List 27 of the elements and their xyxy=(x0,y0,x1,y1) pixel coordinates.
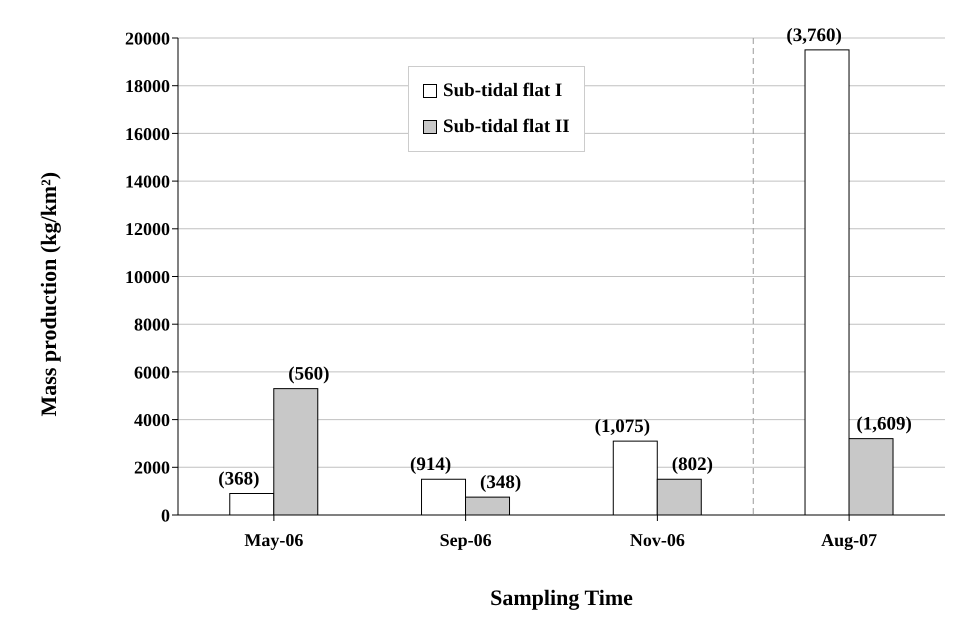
x-tick-label: Aug-07 xyxy=(821,530,878,550)
y-tick-label: 12000 xyxy=(125,219,170,240)
y-tick-label: 6000 xyxy=(134,362,170,382)
annotation: (1,075) xyxy=(594,416,650,438)
annotation: (368) xyxy=(218,468,260,490)
annotation: (3,760) xyxy=(786,24,842,46)
annotation: (348) xyxy=(480,472,522,494)
y-tick-label: 4000 xyxy=(134,410,170,430)
y-tick-label: 0 xyxy=(161,505,170,526)
y-tick-label: 10000 xyxy=(125,266,170,287)
annotation: (1,609) xyxy=(856,414,912,435)
legend-label: Sub-tidal flat I xyxy=(443,79,562,103)
x-tick-label: May-06 xyxy=(244,530,304,550)
y-tick-label: 18000 xyxy=(125,76,170,96)
annotation: (802) xyxy=(672,454,713,476)
y-tick-label: 14000 xyxy=(125,171,170,192)
legend-label: Sub-tidal flat II xyxy=(443,115,570,139)
y-tick-label: 20000 xyxy=(125,28,170,48)
x-axis-title: Sampling Time xyxy=(490,585,634,610)
annotation: (560) xyxy=(288,364,330,385)
y-tick-label: 16000 xyxy=(125,124,170,144)
annotation: (914) xyxy=(410,454,452,476)
x-tick-label: Nov-06 xyxy=(630,530,685,550)
y-axis-title: Mass production (kg/km²) xyxy=(36,172,61,416)
y-tick-label: 8000 xyxy=(134,314,170,335)
x-tick-label: Sep-06 xyxy=(440,530,492,550)
y-tick-label: 2000 xyxy=(134,458,170,478)
